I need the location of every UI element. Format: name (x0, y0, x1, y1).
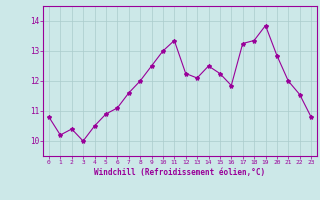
X-axis label: Windchill (Refroidissement éolien,°C): Windchill (Refroidissement éolien,°C) (94, 168, 266, 177)
